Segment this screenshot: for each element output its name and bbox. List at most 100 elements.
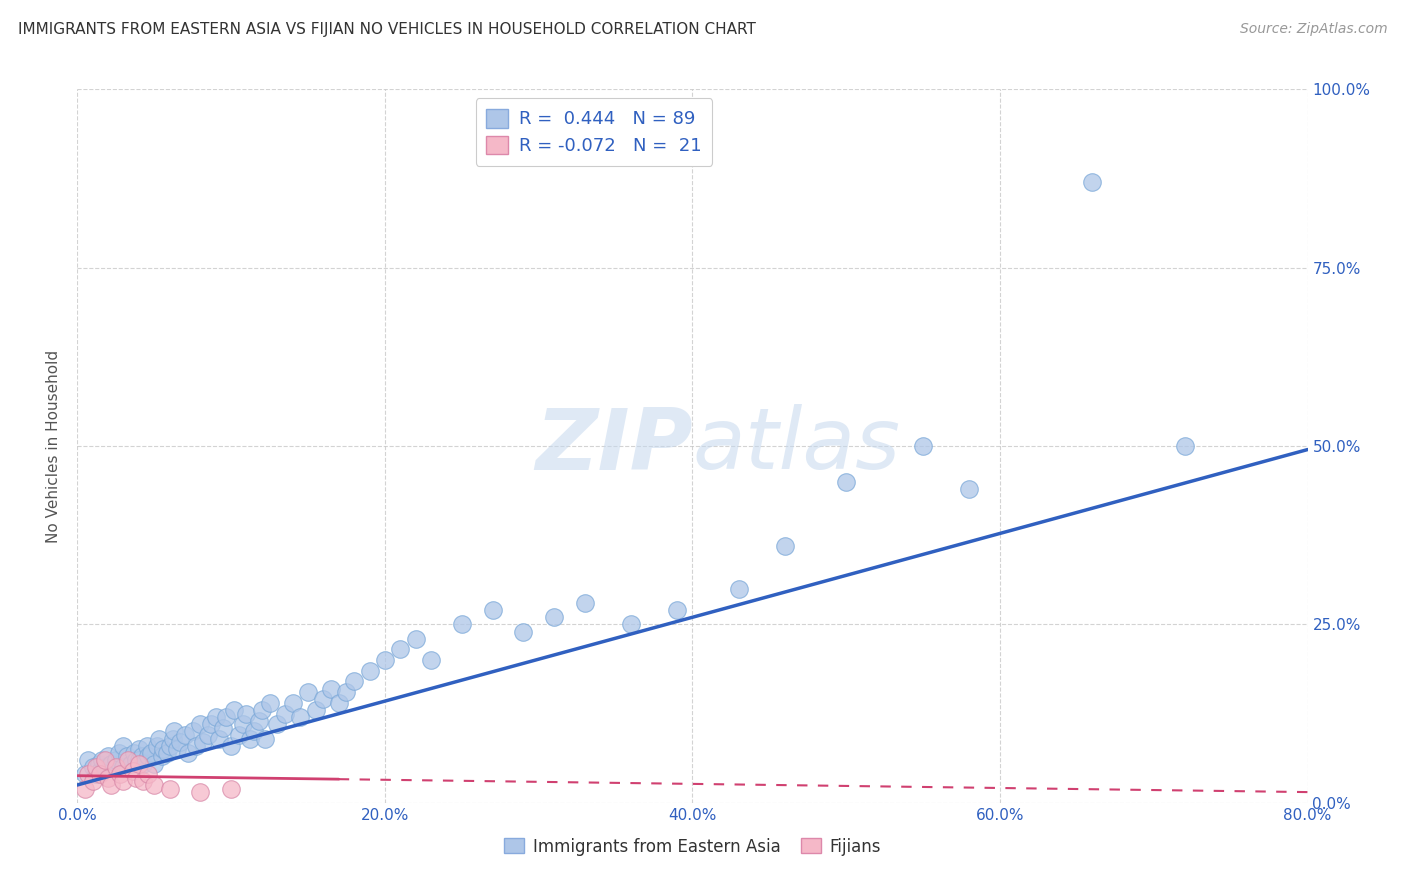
Point [184,739,207,753]
Point [574,596,596,610]
Point [128,753,150,767]
Text: IMMIGRANTS FROM EASTERN ASIA VS FIJIAN NO VEHICLES IN HOUSEHOLD CORRELATION CHAR: IMMIGRANTS FROM EASTERN ASIA VS FIJIAN N… [18,22,756,37]
Point [84,767,107,781]
Point [121,764,143,778]
Point [181,724,204,739]
Point [159,781,181,796]
Point [104,760,127,774]
Point [132,756,155,771]
Point [115,749,138,764]
Point [232,717,254,731]
Point [122,746,145,760]
Point [319,681,342,696]
Point [620,617,643,632]
Point [90,753,114,767]
Point [155,746,177,760]
Point [204,710,226,724]
Point [312,692,335,706]
Point [512,624,534,639]
Point [274,706,297,721]
Point [197,728,219,742]
Point [100,756,122,771]
Point [112,774,135,789]
Point [188,785,212,799]
Point [100,778,122,792]
Point [215,710,238,724]
Point [243,724,266,739]
Point [727,582,749,596]
Point [405,632,427,646]
Point [343,674,366,689]
Point [228,728,250,742]
Point [94,760,117,774]
Text: ZIP: ZIP [534,404,693,488]
Point [912,439,935,453]
Legend: Immigrants from Eastern Asia, Fijians: Immigrants from Eastern Asia, Fijians [498,831,887,863]
Point [543,610,565,624]
Point [247,714,270,728]
Point [152,742,174,756]
Point [359,664,381,678]
Point [212,721,235,735]
Point [193,735,215,749]
Point [73,767,96,781]
Point [84,760,107,774]
Point [108,746,131,760]
Point [208,731,231,746]
Point [335,685,357,699]
Point [104,753,127,767]
Point [1081,175,1104,189]
Point [297,685,319,699]
Point [82,774,104,789]
Point [97,749,120,764]
Point [112,760,135,774]
Point [131,749,153,764]
Point [132,774,155,789]
Point [235,706,257,721]
Point [250,703,273,717]
Point [150,749,173,764]
Point [125,771,148,785]
Point [219,781,242,796]
Point [266,717,288,731]
Point [136,767,159,781]
Point [1174,439,1197,453]
Point [162,731,184,746]
Point [259,696,281,710]
Point [112,739,135,753]
Point [374,653,396,667]
Text: atlas: atlas [693,404,900,488]
Point [94,753,117,767]
Point [128,742,150,756]
Point [481,603,503,617]
Point [219,739,242,753]
Point [87,756,110,771]
Point [169,735,191,749]
Point [120,756,142,771]
Point [97,771,120,785]
Point [143,756,166,771]
Point [110,767,132,781]
Point [166,742,188,756]
Point [141,746,163,760]
Point [148,731,170,746]
Point [163,724,186,739]
Point [177,746,200,760]
Point [77,753,100,767]
Point [389,642,412,657]
Point [666,603,689,617]
Point [773,539,796,553]
Point [281,696,304,710]
Point [117,753,139,767]
Point [89,767,111,781]
Point [125,753,148,767]
Point [305,703,328,717]
Point [239,731,262,746]
Point [143,778,166,792]
Point [128,756,150,771]
Point [957,482,980,496]
Point [420,653,443,667]
Point [328,696,350,710]
Point [77,767,100,781]
Point [290,710,312,724]
